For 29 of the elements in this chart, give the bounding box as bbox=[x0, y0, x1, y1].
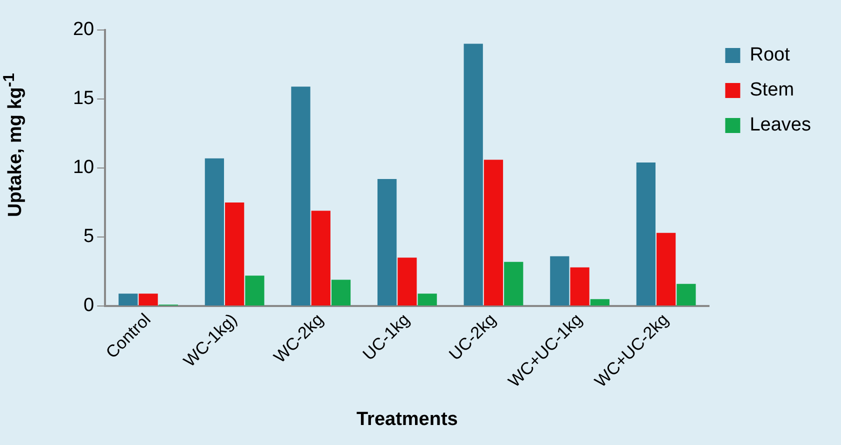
legend-label: Leaves bbox=[750, 114, 812, 136]
bar bbox=[398, 258, 417, 306]
bar bbox=[225, 202, 244, 306]
bar bbox=[550, 256, 570, 306]
bar bbox=[464, 44, 483, 306]
y-tick-label: 0 bbox=[84, 295, 94, 316]
x-axis-title: Treatments bbox=[356, 408, 458, 430]
y-tick-label: 5 bbox=[84, 226, 94, 248]
bar bbox=[570, 267, 590, 306]
bar bbox=[204, 158, 224, 306]
bar bbox=[245, 276, 264, 306]
bar bbox=[138, 294, 158, 306]
bar bbox=[484, 160, 504, 306]
bar bbox=[118, 294, 138, 306]
bar bbox=[636, 162, 656, 306]
y-tick-label: 10 bbox=[72, 157, 94, 178]
bar bbox=[377, 179, 397, 306]
bar bbox=[311, 210, 330, 306]
bar bbox=[331, 280, 351, 306]
bar bbox=[291, 86, 310, 306]
y-tick-label: 20 bbox=[72, 19, 94, 40]
bar bbox=[676, 284, 696, 306]
legend-label: Stem bbox=[750, 80, 794, 101]
bar bbox=[590, 299, 610, 306]
bar bbox=[656, 232, 676, 306]
bar bbox=[418, 294, 437, 306]
legend-label: Root bbox=[750, 44, 791, 66]
bar bbox=[504, 262, 524, 306]
y-tick-label: 15 bbox=[72, 88, 94, 110]
